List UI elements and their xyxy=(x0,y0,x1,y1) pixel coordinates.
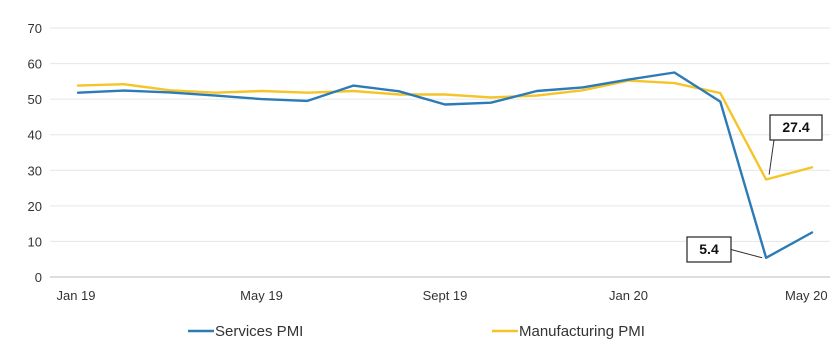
y-tick-label: 50 xyxy=(28,92,42,107)
legend-label: Manufacturing PMI xyxy=(519,323,645,340)
y-tick-label: 20 xyxy=(28,199,42,214)
x-tick-label: Jan 20 xyxy=(609,288,648,303)
x-tick-label: May 19 xyxy=(240,288,283,303)
callout-box xyxy=(769,114,823,141)
callout-label: 5.4 xyxy=(699,241,719,257)
callouts: 27.4 5.4 xyxy=(686,114,823,263)
y-tick-label: 70 xyxy=(28,21,42,36)
legend: Services PMI Manufacturing PMI xyxy=(188,323,645,340)
y-tick-label: 60 xyxy=(28,57,42,72)
y-tick-label: 0 xyxy=(35,270,42,285)
x-tick-label: Sept 19 xyxy=(423,288,468,303)
series-line-services-pmi xyxy=(76,71,814,259)
callout-box xyxy=(686,236,732,263)
y-axis-ticks: 0 10 20 30 40 50 60 70 xyxy=(28,21,42,285)
series-lines xyxy=(76,71,814,259)
y-tick-label: 10 xyxy=(28,234,42,249)
grid-lines xyxy=(50,27,830,278)
x-axis-ticks: Jan 19 May 19 Sept 19 Jan 20 May 20 xyxy=(56,288,827,303)
legend-label: Services PMI xyxy=(215,323,303,340)
series-line-manufacturing-pmi xyxy=(76,79,814,181)
callout-label: 27.4 xyxy=(782,119,809,135)
x-tick-label: May 20 xyxy=(785,288,828,303)
x-tick-label: Jan 19 xyxy=(56,288,95,303)
y-tick-label: 40 xyxy=(28,128,42,143)
y-tick-label: 30 xyxy=(28,163,42,178)
callout-leader xyxy=(768,139,775,175)
callout-leader xyxy=(730,249,763,259)
